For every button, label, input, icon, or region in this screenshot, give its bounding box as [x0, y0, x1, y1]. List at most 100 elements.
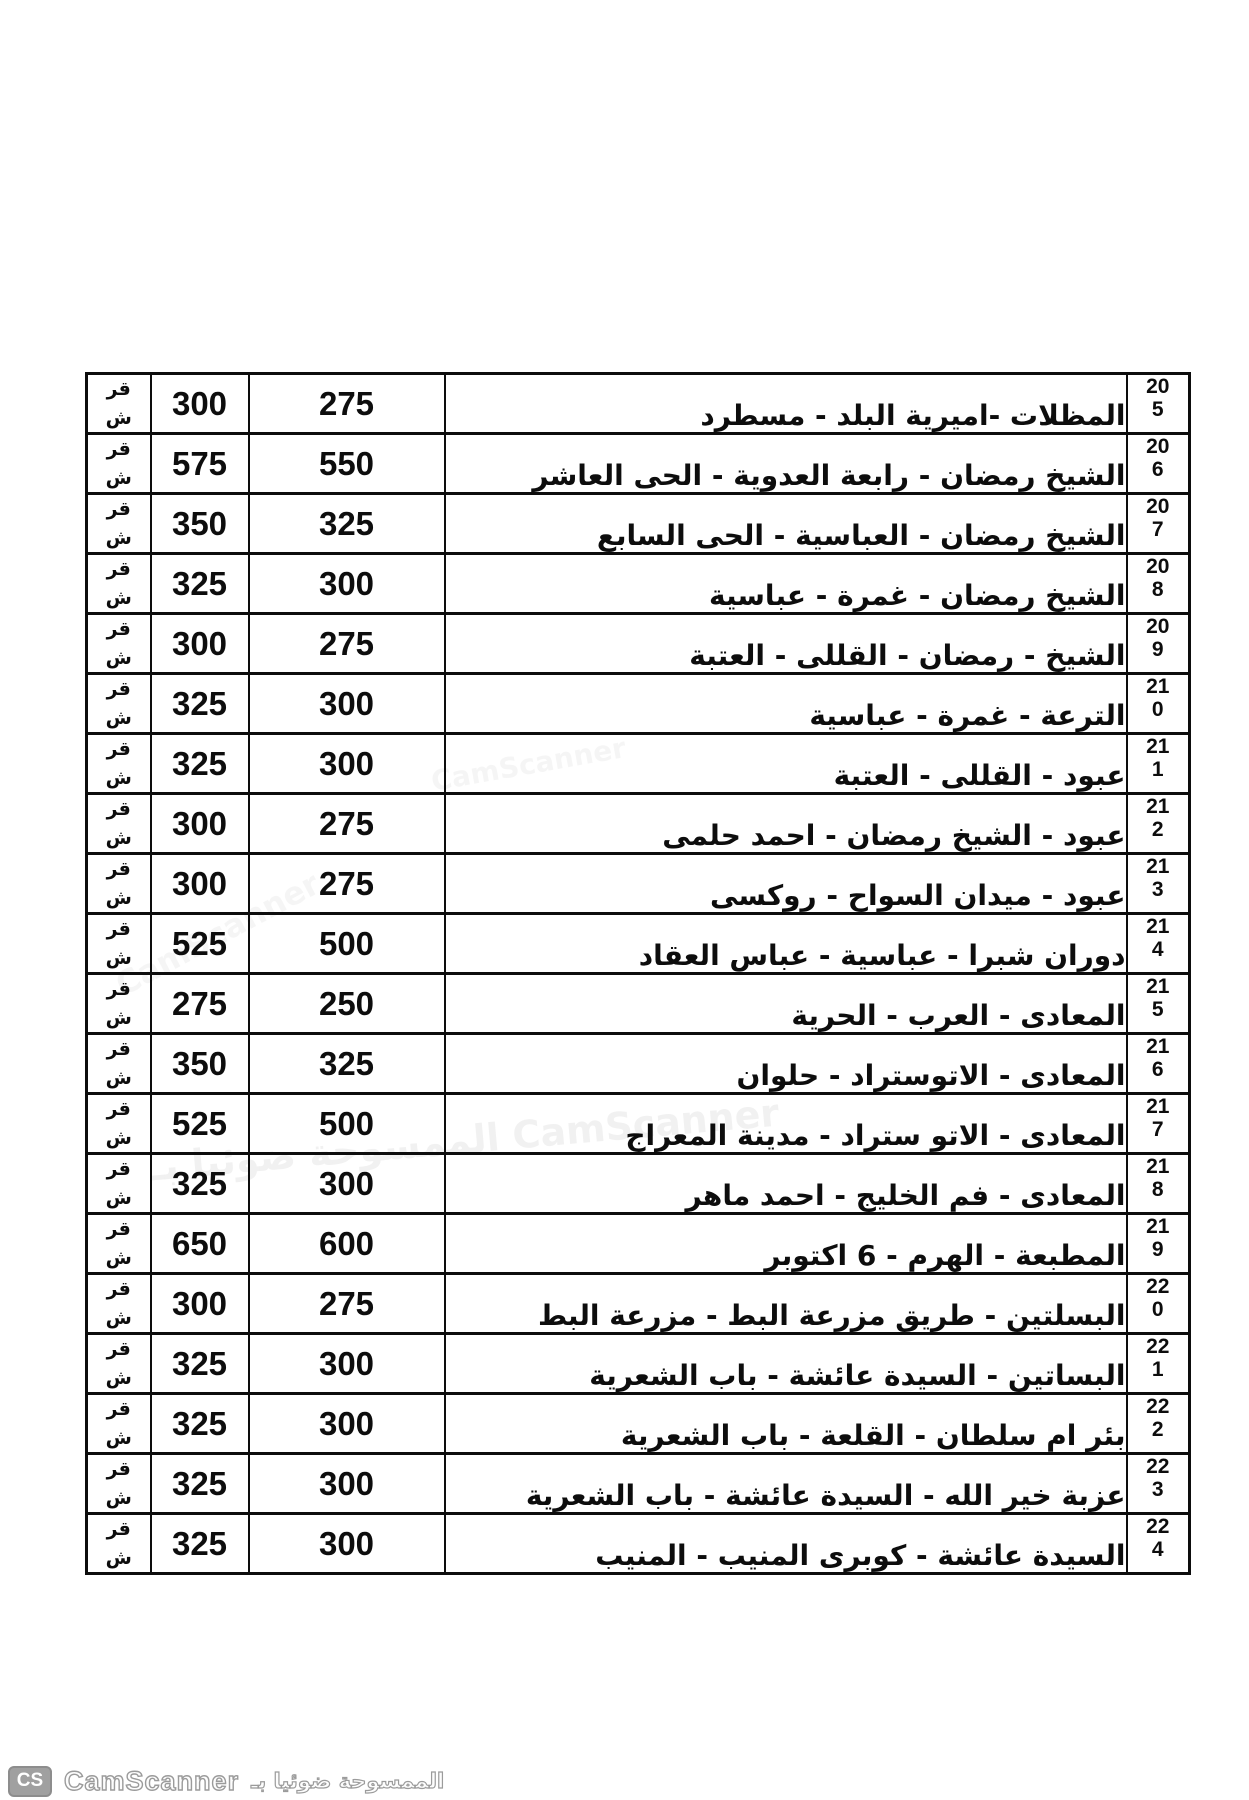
- table-row: 22 4 السيدة عائشة - كوبرى المنيب - المني…: [85, 1512, 1191, 1575]
- route-number-bottom: 4: [1151, 1538, 1164, 1562]
- route-number-bottom: 5: [1151, 398, 1164, 422]
- table-row: 22 0 البسلتين - طريق مزرعة البط - مزرعة …: [85, 1272, 1191, 1335]
- table-row: 20 9 الشيخ - رمضان - القللى - العتبة 275…: [85, 612, 1191, 675]
- route-name-cell: المظلات -اميرية البلد - مسطرد: [443, 372, 1128, 435]
- table-row: 22 3 عزبة خير الله - السيدة عائشة - باب …: [85, 1452, 1191, 1515]
- fare-unit-cell: قر ش: [85, 1272, 152, 1335]
- route-number-cell: 21 1: [1125, 732, 1191, 795]
- fare-unit-cell: قر ش: [85, 672, 152, 735]
- table-row: 20 7 الشيخ رمضان - العباسية - الحى الساب…: [85, 492, 1191, 555]
- unit-label-bottom: ش: [105, 1366, 132, 1389]
- fare-low-cell: 250: [247, 972, 446, 1035]
- fare-high-cell: 300: [149, 612, 250, 675]
- unit-label-top: قر: [106, 738, 131, 760]
- route-name-cell: البسلتين - طريق مزرعة البط - مزرعة البط: [443, 1272, 1128, 1335]
- fare-low-cell: 500: [247, 1092, 446, 1155]
- unit-label-top: قر: [106, 678, 131, 700]
- unit-label-top: قر: [106, 1098, 131, 1120]
- route-name-cell: البساتين - السيدة عائشة - باب الشعرية: [443, 1332, 1128, 1395]
- table-row: 21 6 المعادى - الاتوستراد - حلوان 325 35…: [85, 1032, 1191, 1095]
- fare-low-cell: 300: [247, 1452, 446, 1515]
- table-row: 21 4 دوران شبرا - عباسية - عباس العقاد 5…: [85, 912, 1191, 975]
- route-number-cell: 21 9: [1125, 1212, 1191, 1275]
- route-number-cell: 21 5: [1125, 972, 1191, 1035]
- table-row: 21 9 المطبعة - الهرم - 6 اكتوبر 600 650 …: [85, 1212, 1191, 1275]
- route-number-bottom: 1: [1151, 758, 1164, 782]
- camscanner-arabic-caption: الممسوحة ضوئيا بـ: [250, 1768, 445, 1793]
- fare-low-cell: 325: [247, 492, 446, 555]
- route-number-top: 21: [1146, 735, 1170, 759]
- camscanner-logo-icon: CS: [8, 1765, 52, 1797]
- unit-label-bottom: ش: [105, 886, 132, 909]
- fare-unit-cell: قر ش: [85, 732, 152, 795]
- fare-high-cell: 350: [149, 1032, 250, 1095]
- fare-unit-cell: قر ش: [85, 1092, 152, 1155]
- unit-label-top: قر: [106, 438, 131, 460]
- route-name-cell: عزبة خير الله - السيدة عائشة - باب الشعر…: [443, 1452, 1128, 1515]
- unit-label-top: قر: [106, 1398, 131, 1420]
- unit-label-bottom: ش: [105, 706, 132, 729]
- fare-low-cell: 275: [247, 1272, 446, 1335]
- route-number-top: 22: [1146, 1275, 1170, 1299]
- route-number-cell: 21 6: [1125, 1032, 1191, 1095]
- fare-low-cell: 275: [247, 612, 446, 675]
- table-row: 20 5 المظلات -اميرية البلد - مسطرد 275 3…: [85, 372, 1191, 435]
- fare-unit-cell: قر ش: [85, 912, 152, 975]
- unit-label-bottom: ش: [105, 406, 132, 429]
- fare-high-cell: 300: [149, 372, 250, 435]
- fare-high-cell: 325: [149, 1152, 250, 1215]
- route-number-top: 21: [1146, 855, 1170, 879]
- route-number-cell: 20 7: [1125, 492, 1191, 555]
- route-name-cell: المعادى - الاتوستراد - حلوان: [443, 1032, 1128, 1095]
- route-number-cell: 22 1: [1125, 1332, 1191, 1395]
- route-number-cell: 22 4: [1125, 1512, 1191, 1575]
- fare-low-cell: 325: [247, 1032, 446, 1095]
- fare-unit-cell: قر ش: [85, 1332, 152, 1395]
- unit-label-bottom: ش: [105, 1186, 132, 1209]
- unit-label-bottom: ش: [105, 946, 132, 969]
- fare-low-cell: 300: [247, 1512, 446, 1575]
- fare-high-cell: 325: [149, 552, 250, 615]
- route-number-cell: 20 5: [1125, 372, 1191, 435]
- route-number-cell: 20 8: [1125, 552, 1191, 615]
- route-name-cell: المعادى - فم الخليج - احمد ماهر: [443, 1152, 1128, 1215]
- fare-high-cell: 525: [149, 1092, 250, 1155]
- table-row: 21 7 المعادى - الاتو ستراد - مدينة المعر…: [85, 1092, 1191, 1155]
- route-number-top: 20: [1146, 435, 1170, 459]
- route-number-cell: 21 7: [1125, 1092, 1191, 1155]
- unit-label-top: قر: [106, 858, 131, 880]
- unit-label-top: قر: [106, 1278, 131, 1300]
- fare-unit-cell: قر ش: [85, 852, 152, 915]
- route-number-top: 21: [1146, 795, 1170, 819]
- unit-label-top: قر: [106, 558, 131, 580]
- fare-high-cell: 650: [149, 1212, 250, 1275]
- fare-unit-cell: قر ش: [85, 972, 152, 1035]
- fare-high-cell: 525: [149, 912, 250, 975]
- route-number-top: 20: [1146, 555, 1170, 579]
- route-name-cell: عبود - القللى - العتبة: [443, 732, 1128, 795]
- fare-high-cell: 325: [149, 672, 250, 735]
- unit-label-bottom: ش: [105, 466, 132, 489]
- unit-label-bottom: ش: [105, 1546, 132, 1569]
- unit-label-bottom: ش: [105, 1246, 132, 1269]
- route-number-top: 20: [1146, 375, 1170, 399]
- route-number-bottom: 5: [1151, 998, 1164, 1022]
- unit-label-bottom: ش: [105, 1066, 132, 1089]
- route-number-bottom: 0: [1151, 1298, 1164, 1322]
- unit-label-top: قر: [106, 1458, 131, 1480]
- route-number-top: 21: [1146, 1155, 1170, 1179]
- table-row: 22 1 البساتين - السيدة عائشة - باب الشعر…: [85, 1332, 1191, 1395]
- route-number-top: 21: [1146, 915, 1170, 939]
- fare-unit-cell: قر ش: [85, 1392, 152, 1455]
- fare-high-cell: 325: [149, 1512, 250, 1575]
- unit-label-bottom: ش: [105, 646, 132, 669]
- fare-high-cell: 300: [149, 1272, 250, 1335]
- route-number-top: 21: [1146, 1095, 1170, 1119]
- table-row: 21 1 عبود - القللى - العتبة 300 325 قر ش: [85, 732, 1191, 795]
- fare-low-cell: 300: [247, 1152, 446, 1215]
- unit-label-top: قر: [106, 1338, 131, 1360]
- table-row: 20 8 الشيخ رمضان - غمرة - عباسية 300 325…: [85, 552, 1191, 615]
- route-number-cell: 21 2: [1125, 792, 1191, 855]
- unit-label-top: قر: [106, 378, 131, 400]
- route-number-bottom: 9: [1151, 638, 1164, 662]
